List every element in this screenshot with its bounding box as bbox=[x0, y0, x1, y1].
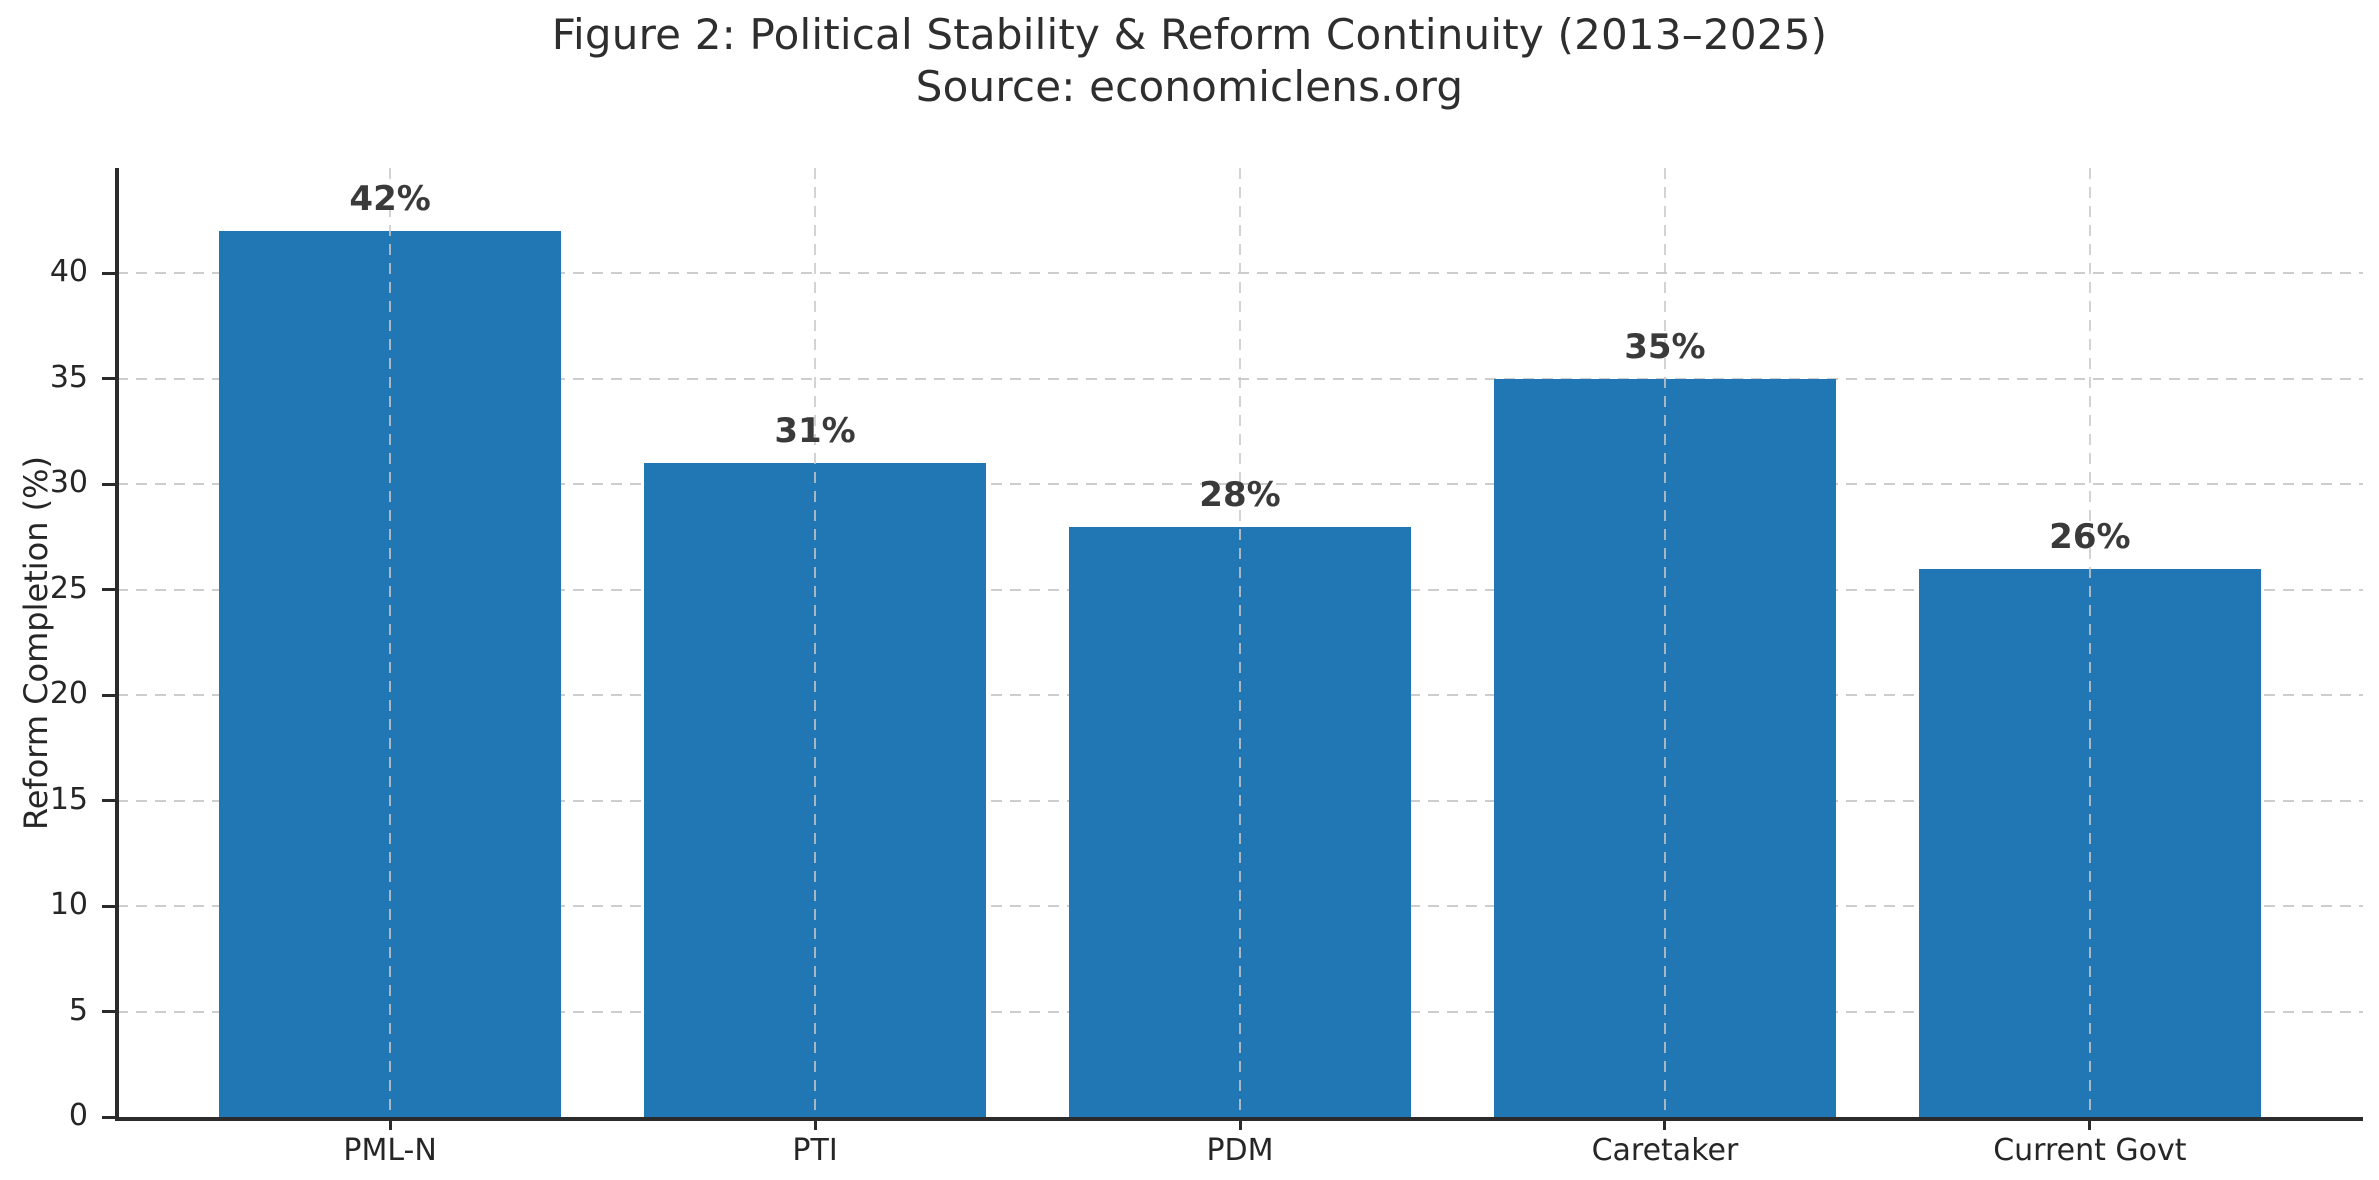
y-tick-label: 30 bbox=[49, 465, 88, 501]
y-tick-label: 20 bbox=[49, 676, 88, 712]
x-tick-label: Caretaker bbox=[1591, 1133, 1739, 1168]
y-tick bbox=[102, 1115, 115, 1119]
bar-value-label: 31% bbox=[774, 411, 856, 452]
y-tick bbox=[102, 799, 115, 803]
y-tick bbox=[102, 1010, 115, 1014]
x-tick bbox=[1663, 1117, 1667, 1130]
plot-area: 0 5 10 15 20 25 30 35 40 42% PML-N 31% PTI 28% PDM 35% C… bbox=[50, 168, 2363, 1168]
x-tick-label: PML-N bbox=[343, 1133, 437, 1168]
y-tick bbox=[102, 377, 115, 381]
v-gridline bbox=[1663, 168, 1666, 1117]
y-tick bbox=[102, 904, 115, 908]
v-gridline bbox=[814, 168, 817, 1117]
x-tick-label: Current Govt bbox=[1993, 1133, 2187, 1168]
y-tick-label: 40 bbox=[49, 254, 88, 290]
y-tick-label: 35 bbox=[49, 359, 88, 395]
y-tick bbox=[102, 271, 115, 275]
x-tick bbox=[2088, 1117, 2092, 1130]
y-tick-label: 0 bbox=[68, 1098, 88, 1133]
v-gridline bbox=[1239, 168, 1241, 1117]
bar-value-label: 35% bbox=[1624, 326, 1706, 367]
y-tick-label: 15 bbox=[49, 781, 88, 817]
y-tick-label: 5 bbox=[68, 992, 88, 1028]
x-tick bbox=[1238, 1117, 1242, 1130]
bar-value-label: 42% bbox=[349, 179, 431, 220]
y-tick-label: 10 bbox=[49, 887, 88, 923]
bar-value-label: 26% bbox=[2049, 516, 2131, 557]
y-tick-label: 25 bbox=[49, 570, 88, 606]
left-axis-spine bbox=[115, 168, 119, 1119]
y-tick bbox=[102, 482, 115, 486]
chart-subtitle: Source: economiclens.org bbox=[915, 62, 1464, 111]
v-gridline bbox=[389, 168, 392, 1117]
bar-value-label: 28% bbox=[1199, 474, 1281, 515]
x-tick-label: PTI bbox=[792, 1133, 838, 1168]
y-tick bbox=[102, 588, 115, 592]
chart-title: Figure 2: Political Stability & Reform C… bbox=[551, 10, 1828, 59]
x-tick bbox=[813, 1117, 817, 1130]
x-tick-label: PDM bbox=[1206, 1133, 1274, 1168]
y-tick bbox=[102, 693, 115, 697]
v-gridline bbox=[2088, 168, 2091, 1117]
y-axis-label: Reform Completion (%) bbox=[17, 455, 55, 831]
x-tick bbox=[388, 1117, 392, 1130]
